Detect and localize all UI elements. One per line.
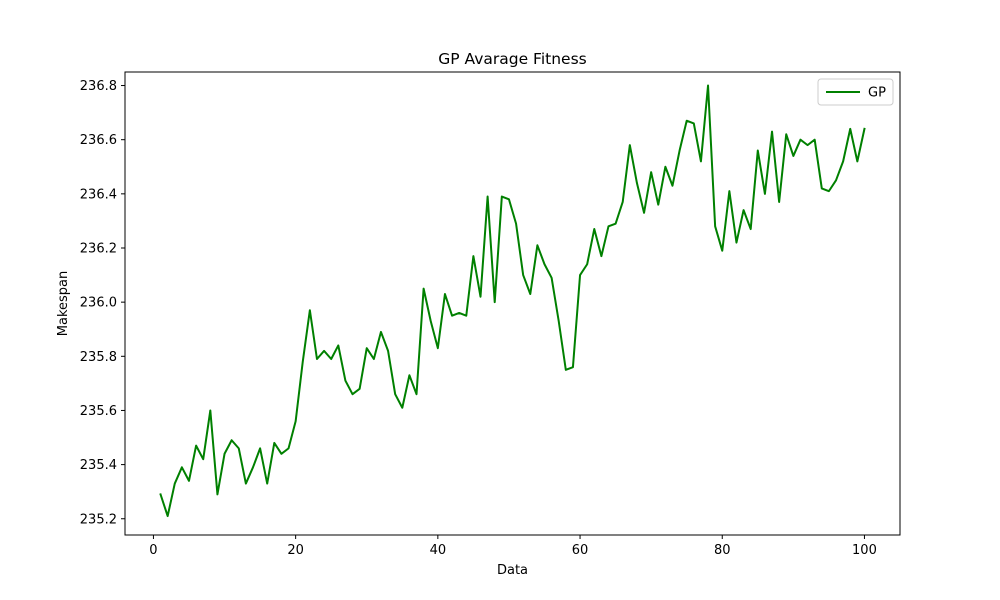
plot-area [159, 84, 866, 518]
axes-frame [124, 71, 901, 536]
legend: GP [817, 78, 894, 106]
x-axis: 0 20 40 60 80 100 [149, 535, 877, 558]
y-tick-label: 236.2 [80, 241, 117, 256]
legend-label: GP [868, 86, 886, 101]
x-tick-label: 40 [430, 543, 447, 558]
x-tick-label: 20 [287, 543, 304, 558]
y-tick-label: 235.2 [80, 512, 117, 527]
chart-title: GP Avarage Fitness [438, 50, 587, 68]
y-tick-label: 235.8 [80, 350, 117, 365]
y-tick-label: 236.4 [80, 187, 117, 202]
y-axis: 235.2 235.4 235.6 235.8 236.0 236.2 236.4 236.6… [80, 79, 125, 527]
y-axis-label: Makespan [56, 271, 71, 336]
x-tick-label: 60 [572, 543, 589, 558]
x-tick-label: 100 [852, 543, 877, 558]
series-line-gp [159, 84, 866, 518]
y-tick-label: 236.6 [80, 133, 117, 148]
x-axis-label: Data [497, 563, 528, 578]
y-tick-label: 236.0 [80, 296, 117, 311]
y-tick-label: 236.8 [80, 79, 117, 94]
y-tick-label: 235.4 [80, 458, 117, 473]
x-tick-label: 80 [714, 543, 731, 558]
x-tick-label: 0 [149, 543, 157, 558]
y-tick-label: 235.6 [80, 404, 117, 419]
